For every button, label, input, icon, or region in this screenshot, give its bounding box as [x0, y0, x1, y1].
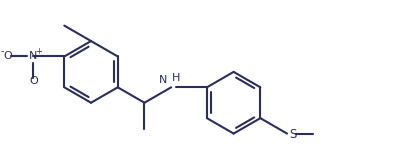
Text: -: - [0, 47, 4, 57]
Text: O: O [29, 76, 38, 86]
Text: +: + [35, 47, 42, 56]
Text: H: H [172, 73, 180, 83]
Text: O: O [3, 52, 12, 61]
Text: S: S [289, 128, 297, 141]
Text: N: N [159, 75, 167, 85]
Text: N: N [29, 52, 38, 61]
